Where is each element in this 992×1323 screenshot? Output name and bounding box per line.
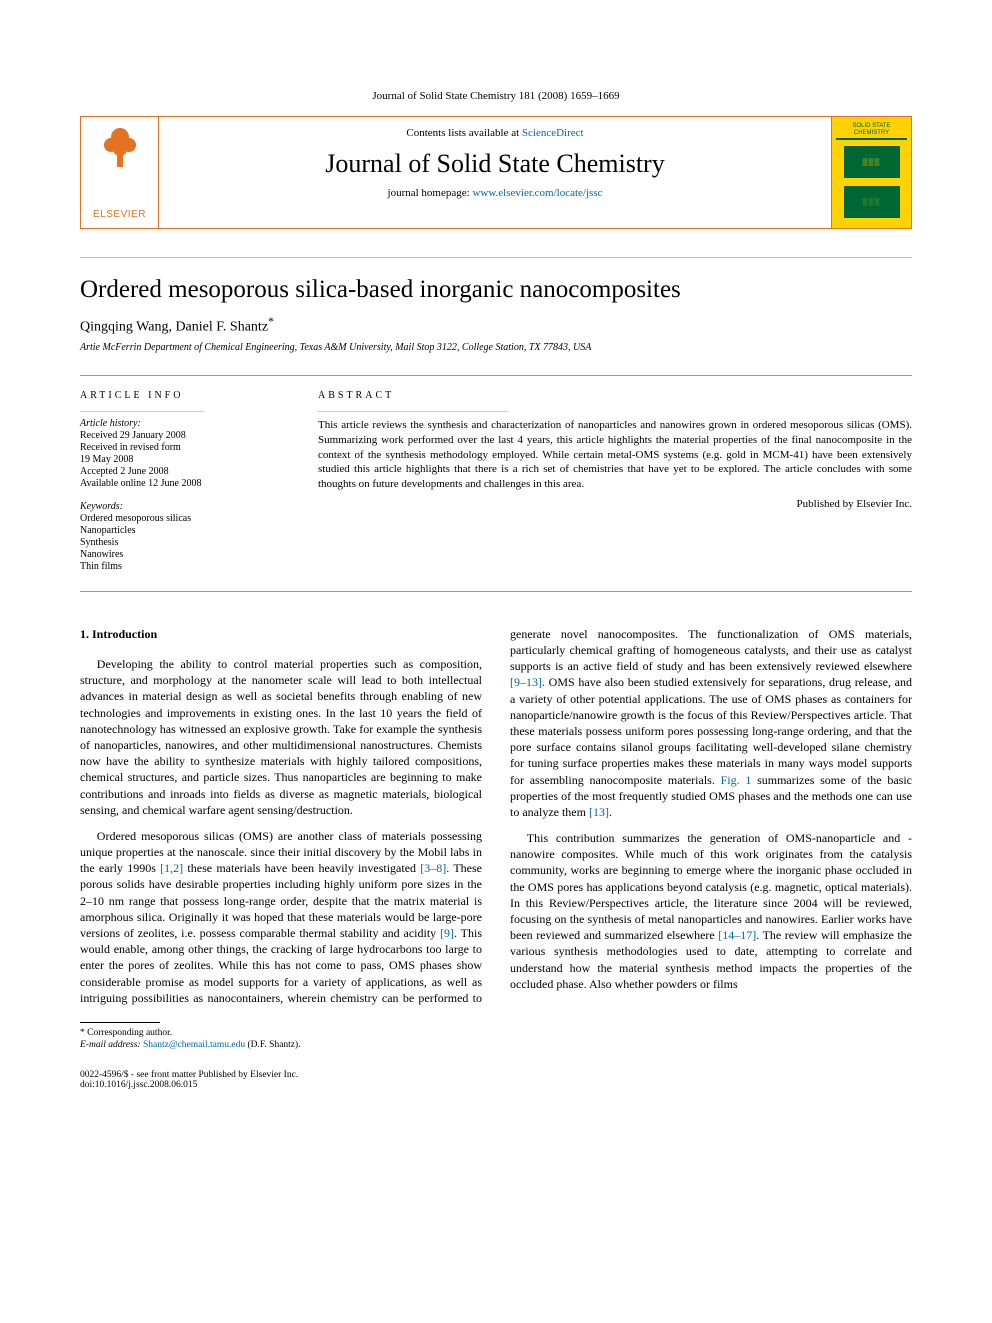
history-revised-date: 19 May 2008 — [80, 454, 286, 465]
ref-link[interactable]: [1,2] — [160, 861, 183, 875]
banner-cover-thumb: SOLID STATE CHEMISTRY ▒▒▒ ░░░ — [831, 117, 911, 228]
doi-line: doi:10.1016/j.jssc.2008.06.015 — [80, 1080, 912, 1090]
elsevier-label: ELSEVIER — [93, 209, 146, 220]
paragraph: This contribution summarizes the generat… — [510, 830, 912, 992]
banner-center: Contents lists available at ScienceDirec… — [159, 117, 831, 228]
elsevier-tree-icon — [100, 125, 140, 178]
corresponding-note: * Corresponding author. — [80, 1027, 912, 1039]
cover-stripe — [836, 138, 907, 140]
ref-link[interactable]: [9] — [440, 926, 454, 940]
keyword: Nanowires — [80, 549, 286, 560]
cover-art-icon: ░░░ — [844, 186, 900, 218]
email-line: E-mail address: Shantz@chemail.tamu.edu … — [80, 1039, 912, 1051]
journal-reference: Journal of Solid State Chemistry 181 (20… — [80, 90, 912, 102]
abstract-panel: ABSTRACT This article reviews the synthe… — [300, 376, 912, 591]
banner-publisher: ELSEVIER — [81, 117, 159, 228]
keyword: Synthesis — [80, 537, 286, 548]
authors: Qingqing Wang, Daniel F. Shantz* — [80, 314, 912, 336]
article-info-panel: ARTICLE INFO Article history: Received 2… — [80, 376, 300, 591]
homepage-prefix: journal homepage: — [388, 187, 473, 199]
article-title: Ordered mesoporous silica-based inorgani… — [80, 276, 912, 304]
email-link[interactable]: Shantz@chemail.tamu.edu — [143, 1040, 245, 1050]
text: This contribution summarizes the generat… — [510, 831, 912, 942]
history-accepted: Accepted 2 June 2008 — [80, 466, 286, 477]
figure-link[interactable]: Fig. 1 — [721, 773, 752, 787]
ref-link[interactable]: [3–8] — [420, 861, 446, 875]
author-names: Qingqing Wang, Daniel F. Shantz — [80, 320, 268, 335]
keyword: Thin films — [80, 561, 286, 572]
text: these materials have been heavily invest… — [183, 861, 420, 875]
copyright-line: 0022-4596/$ - see front matter Published… — [80, 1070, 912, 1080]
history-head: Article history: — [80, 418, 286, 429]
contents-prefix: Contents lists available at — [406, 127, 521, 139]
sciencedirect-link[interactable]: ScienceDirect — [522, 127, 584, 139]
corresponding-asterisk: * — [268, 314, 274, 328]
body-columns: 1. Introduction Developing the ability t… — [80, 626, 912, 1006]
homepage-line: journal homepage: www.elsevier.com/locat… — [175, 187, 815, 199]
contents-line: Contents lists available at ScienceDirec… — [175, 127, 815, 139]
ref-link[interactable]: [14–17] — [718, 928, 756, 942]
cover-title: SOLID STATE CHEMISTRY — [836, 123, 907, 136]
article-info-head: ARTICLE INFO — [80, 390, 286, 401]
footnotes: * Corresponding author. E-mail address: … — [80, 1027, 912, 1052]
ref-link[interactable]: [9–13] — [510, 675, 542, 689]
homepage-link[interactable]: www.elsevier.com/locate/jssc — [472, 187, 602, 199]
keywords-head: Keywords: — [80, 501, 286, 512]
affiliation: Artie McFerrin Department of Chemical En… — [80, 342, 912, 353]
keyword: Ordered mesoporous silicas — [80, 513, 286, 524]
cover-art-icon: ▒▒▒ — [844, 146, 900, 178]
paragraph: Developing the ability to control materi… — [80, 656, 482, 818]
footnote-rule — [80, 1022, 160, 1023]
keyword: Nanoparticles — [80, 525, 286, 536]
journal-banner: ELSEVIER Contents lists available at Sci… — [80, 116, 912, 229]
journal-name: Journal of Solid State Chemistry — [175, 149, 815, 179]
text: . — [609, 805, 612, 819]
email-who: (D.F. Shantz). — [245, 1040, 300, 1050]
ref-link[interactable]: [13] — [589, 805, 609, 819]
page-footer: 0022-4596/$ - see front matter Published… — [80, 1070, 912, 1090]
abstract-head: ABSTRACT — [318, 390, 912, 401]
section-heading: 1. Introduction — [80, 626, 482, 642]
published-by: Published by Elsevier Inc. — [318, 498, 912, 510]
history-revised: Received in revised form — [80, 442, 286, 453]
email-label: E-mail address: — [80, 1040, 143, 1050]
history-received: Received 29 January 2008 — [80, 430, 286, 441]
divider — [80, 257, 912, 258]
abstract-text: This article reviews the synthesis and c… — [318, 418, 912, 492]
history-online: Available online 12 June 2008 — [80, 478, 286, 489]
text: . OMS have also been studied extensively… — [510, 675, 912, 786]
